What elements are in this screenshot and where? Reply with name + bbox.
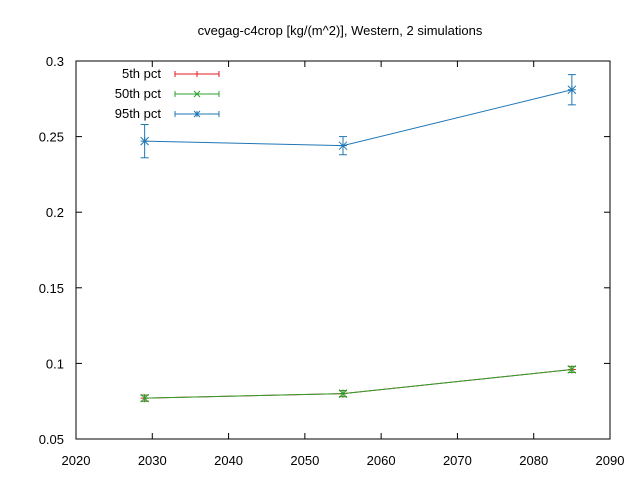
series-line	[144, 89, 572, 147]
y-tick-label: 0.15	[39, 281, 64, 296]
series-line	[144, 368, 572, 399]
legend-label: 5th pct	[122, 66, 161, 81]
legend: 5th pct 50th pct 95th pct	[115, 66, 220, 121]
series-layer	[140, 74, 577, 403]
legend-label: 50th pct	[115, 86, 162, 101]
chart-title: cvegag-c4crop [kg/(m^2)], Western, 2 sim…	[198, 23, 483, 38]
x-tick-label: 2050	[290, 453, 319, 468]
legend-label: 95th pct	[115, 106, 162, 121]
x-tick-label: 2080	[519, 453, 548, 468]
x-tick-label: 2020	[62, 453, 91, 468]
x-tick-label: 2040	[214, 453, 243, 468]
legend-entry-1: 5th pct	[122, 66, 220, 81]
data-point	[338, 136, 348, 156]
legend-entry-2: 50th pct	[115, 86, 220, 101]
y-tick-label: 0.05	[39, 432, 64, 447]
data-point	[567, 365, 577, 374]
x-tick-label: 2060	[367, 453, 396, 468]
series-3	[140, 74, 577, 159]
x-tick-label: 2090	[596, 453, 625, 468]
legend-entry-3: 95th pct	[115, 106, 220, 121]
data-point	[140, 124, 150, 159]
series-2	[140, 365, 577, 403]
series-line	[144, 368, 572, 399]
data-point	[338, 389, 348, 398]
axes: 2020 2030 2040 2050 2060 2070 2080 2090 0.05 0.1 0…	[39, 54, 625, 468]
y-tick-label: 0.3	[46, 54, 64, 69]
x-tick-label: 2070	[443, 453, 472, 468]
y-tick-label: 0.2	[46, 205, 64, 220]
data-point	[140, 393, 150, 403]
x-tick-label: 2030	[138, 453, 167, 468]
y-tick-label: 0.25	[39, 130, 64, 145]
plot-frame	[75, 60, 611, 440]
y-tick-label: 0.1	[46, 356, 64, 371]
data-point	[567, 74, 577, 106]
